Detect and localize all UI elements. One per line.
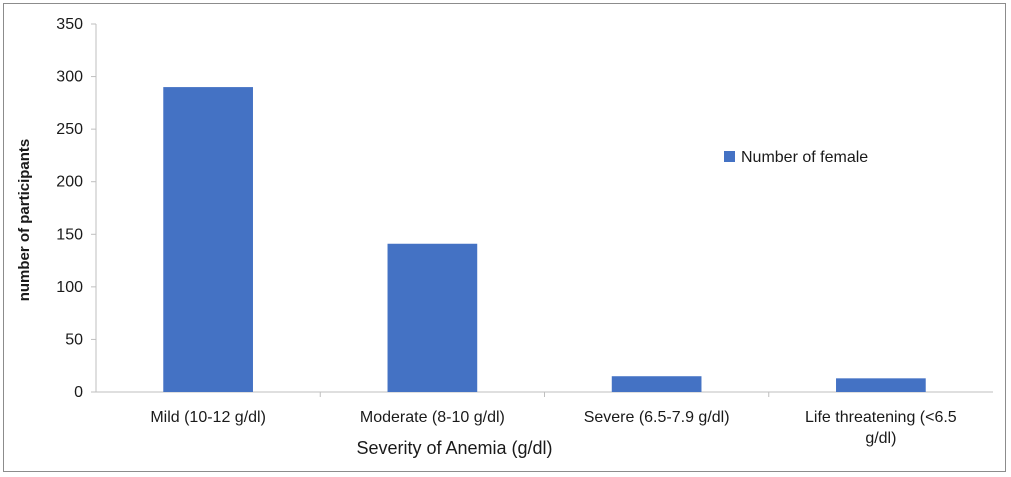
y-tick-label: 350 [56, 16, 83, 33]
bar [387, 243, 478, 392]
x-tick-label: Severe (6.5-7.9 g/dl) [584, 409, 730, 426]
x-tick-labels: Mild (10-12 g/dl) Moderate (8-10 g/dl) Sev… [150, 392, 957, 447]
y-tick-labels: 0 50 100 150 200 250 300 350 [56, 16, 96, 401]
x-axis-title: Severity of Anemia (g/dl) [356, 438, 552, 458]
y-axis-title: number of participants [16, 139, 33, 302]
x-tick-label: Moderate (8-10 g/dl) [360, 409, 505, 426]
y-tick-label: 0 [74, 384, 83, 401]
x-tick-label: Mild (10-12 g/dl) [150, 409, 266, 426]
y-tick-label: 150 [56, 226, 83, 243]
bar [163, 87, 253, 392]
y-tick-label: 250 [56, 121, 83, 138]
y-tick-label: 50 [65, 331, 83, 348]
legend-label: Number of female [741, 149, 868, 166]
y-tick-label: 300 [56, 69, 83, 86]
x-tick-label: Life threatening (<6.5 g/dl) [805, 409, 957, 447]
bar [611, 376, 702, 392]
legend: Number of female [724, 149, 868, 166]
bars [163, 87, 926, 392]
legend-swatch [724, 151, 735, 162]
bar [836, 378, 926, 392]
y-tick-label: 100 [56, 279, 83, 296]
y-tick-label: 200 [56, 174, 83, 191]
